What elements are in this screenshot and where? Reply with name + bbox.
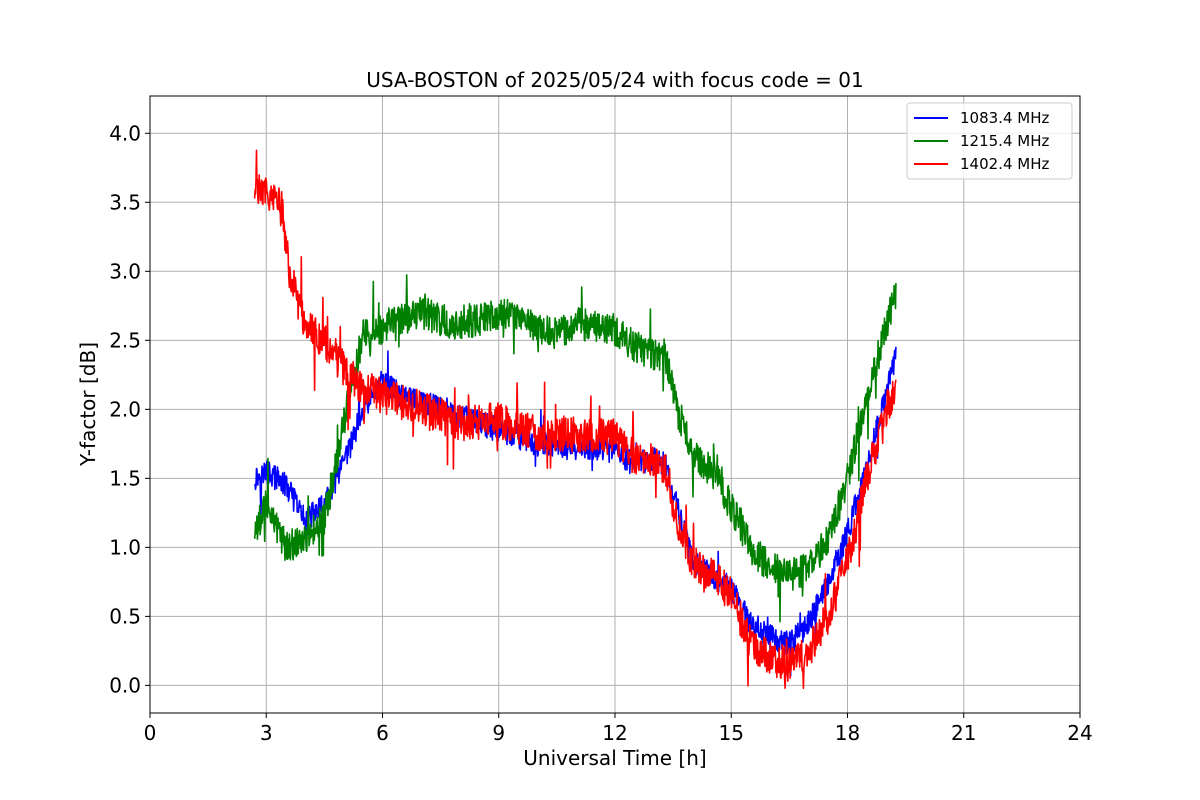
grid-layer bbox=[149, 96, 1081, 713]
x-tick-label: 6 bbox=[376, 721, 389, 745]
x-tick-label: 21 bbox=[951, 721, 976, 745]
x-tick-label: 15 bbox=[719, 721, 744, 745]
x-tick-label: 0 bbox=[144, 721, 157, 745]
x-tick-label: 24 bbox=[1067, 721, 1092, 745]
x-axis-label: Universal Time [h] bbox=[523, 746, 706, 770]
legend-box bbox=[906, 102, 1073, 180]
y-axis-label: Y-factor [dB] bbox=[76, 342, 100, 467]
legend-label: 1402.4 MHz bbox=[960, 155, 1049, 173]
series-line bbox=[253, 346, 897, 677]
series-line bbox=[253, 149, 897, 689]
legend-entries: 1083.4 MHz 1215.4 MHz 1402.4 MHz bbox=[914, 109, 1049, 173]
x-tick-label: 12 bbox=[602, 721, 627, 745]
ticks-layer: 0 3 6 9 12 15 18 21 24 0.0 0.5 1.0 1.5 2.0 2.5 3.0 3.5 4.… bbox=[109, 121, 1093, 745]
y-tick-label: 0.0 bbox=[109, 673, 141, 697]
legend: 1083.4 MHz 1215.4 MHz 1402.4 MHz bbox=[906, 102, 1073, 180]
chart-title: USA-BOSTON of 2025/05/24 with focus code… bbox=[366, 68, 863, 92]
series-line bbox=[253, 274, 897, 623]
x-tick-label: 3 bbox=[260, 721, 273, 745]
y-tick-label: 4.0 bbox=[109, 121, 141, 145]
series-layer bbox=[253, 149, 897, 689]
y-tick-label: 1.0 bbox=[109, 535, 141, 559]
y-tick-label: 3.5 bbox=[109, 190, 141, 214]
y-tick-label: 1.5 bbox=[109, 466, 141, 490]
legend-label: 1083.4 MHz bbox=[960, 109, 1049, 127]
legend-label: 1215.4 MHz bbox=[960, 132, 1049, 150]
y-tick-label: 2.0 bbox=[109, 397, 141, 421]
x-tick-label: 9 bbox=[492, 721, 505, 745]
y-tick-label: 3.0 bbox=[109, 259, 141, 283]
y-tick-label: 2.5 bbox=[109, 328, 141, 352]
x-tick-label: 18 bbox=[835, 721, 860, 745]
y-tick-label: 0.5 bbox=[109, 604, 141, 628]
